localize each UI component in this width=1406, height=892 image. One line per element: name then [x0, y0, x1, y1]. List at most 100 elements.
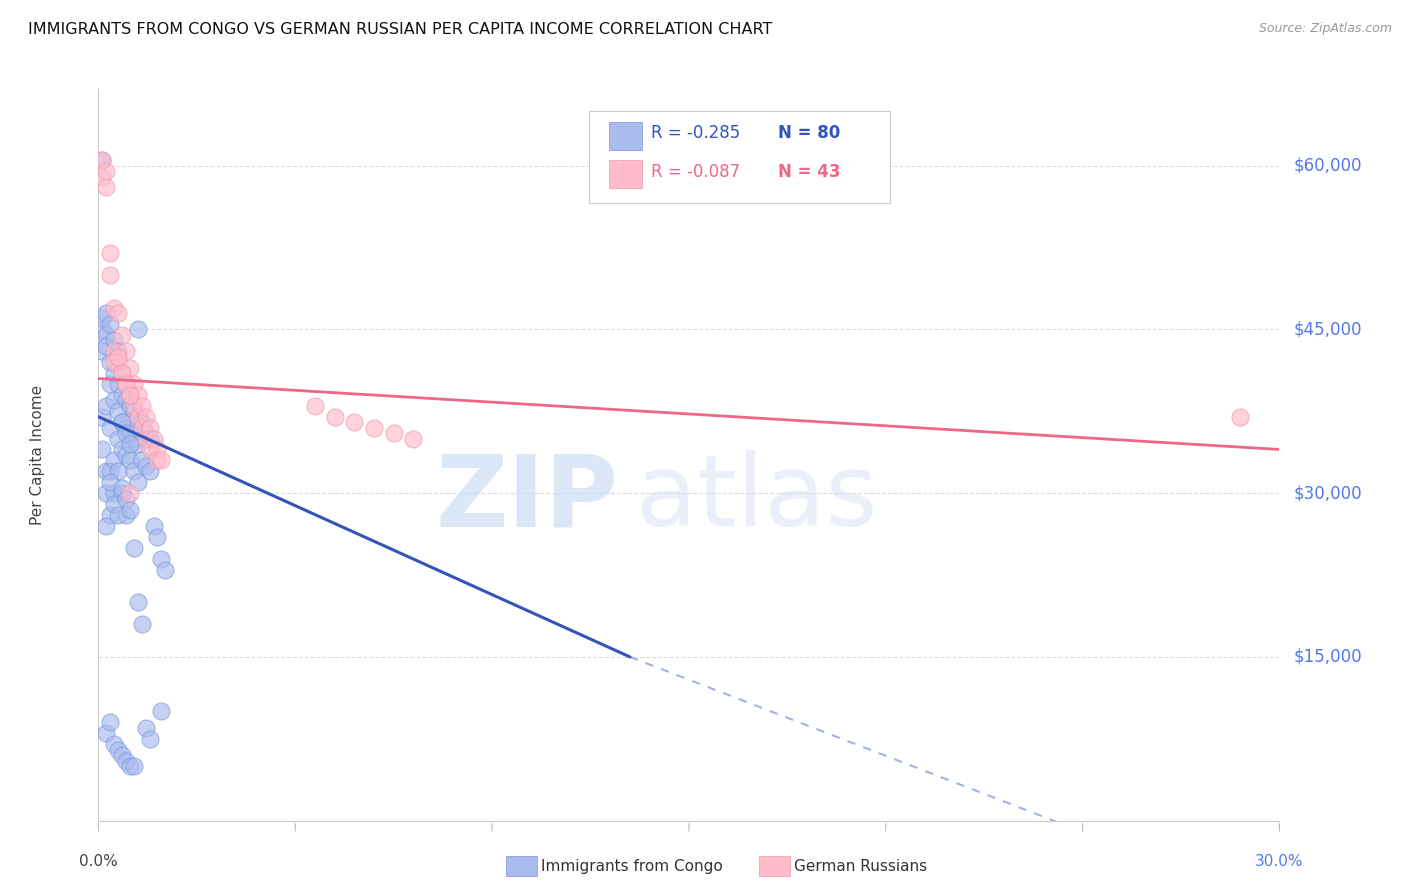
- Point: [138, 731, 160, 746]
- Point: [111, 415, 134, 429]
- Point: [150, 453, 173, 467]
- Point: [118, 486, 141, 500]
- Point: [107, 306, 129, 320]
- FancyBboxPatch shape: [609, 122, 641, 150]
- Point: [107, 464, 129, 478]
- Text: 30.0%: 30.0%: [1256, 854, 1303, 869]
- Point: [122, 376, 145, 391]
- Point: [111, 486, 134, 500]
- Point: [304, 399, 326, 413]
- Point: [107, 742, 129, 756]
- Point: [118, 759, 141, 773]
- Text: $15,000: $15,000: [1294, 648, 1362, 666]
- Point: [122, 464, 145, 478]
- Point: [98, 317, 121, 331]
- FancyBboxPatch shape: [609, 161, 641, 188]
- Point: [135, 458, 157, 473]
- Text: R = -0.087: R = -0.087: [651, 163, 741, 181]
- Point: [103, 333, 125, 347]
- Point: [122, 404, 145, 418]
- Point: [103, 355, 125, 369]
- Point: [127, 409, 149, 424]
- Point: [138, 420, 160, 434]
- Point: [146, 442, 169, 457]
- Point: [91, 442, 114, 457]
- Point: [118, 388, 141, 402]
- Text: 0.0%: 0.0%: [79, 854, 118, 869]
- Point: [146, 530, 169, 544]
- Point: [96, 180, 118, 194]
- Point: [98, 715, 121, 730]
- Point: [111, 748, 134, 763]
- Point: [98, 246, 121, 260]
- Point: [107, 508, 129, 522]
- Point: [115, 376, 138, 391]
- Point: [91, 344, 114, 359]
- Point: [96, 306, 118, 320]
- Point: [115, 754, 138, 768]
- Point: [91, 311, 114, 326]
- Point: [115, 508, 138, 522]
- Point: [142, 432, 165, 446]
- Point: [127, 595, 149, 609]
- Point: [115, 448, 138, 462]
- Point: [98, 420, 121, 434]
- Text: Per Capita Income: Per Capita Income: [30, 384, 45, 525]
- Point: [103, 393, 125, 408]
- Point: [111, 442, 134, 457]
- Point: [122, 399, 145, 413]
- Point: [138, 464, 160, 478]
- Text: IMMIGRANTS FROM CONGO VS GERMAN RUSSIAN PER CAPITA INCOME CORRELATION CHART: IMMIGRANTS FROM CONGO VS GERMAN RUSSIAN …: [28, 22, 772, 37]
- Text: German Russians: German Russians: [794, 859, 928, 873]
- Point: [127, 322, 149, 336]
- Text: $60,000: $60,000: [1294, 157, 1362, 175]
- Point: [91, 169, 114, 184]
- Point: [146, 453, 169, 467]
- Point: [115, 420, 138, 434]
- Point: [118, 453, 141, 467]
- Point: [91, 153, 114, 168]
- Point: [142, 519, 165, 533]
- Text: Source: ZipAtlas.com: Source: ZipAtlas.com: [1258, 22, 1392, 36]
- Point: [127, 388, 149, 402]
- Point: [96, 726, 118, 740]
- Point: [118, 388, 141, 402]
- FancyBboxPatch shape: [589, 112, 890, 202]
- Point: [118, 360, 141, 375]
- Point: [122, 759, 145, 773]
- Point: [107, 344, 129, 359]
- Point: [98, 475, 121, 490]
- Point: [150, 705, 173, 719]
- Point: [103, 301, 125, 315]
- Point: [135, 426, 157, 441]
- Point: [96, 486, 118, 500]
- Point: [115, 376, 138, 391]
- Point: [118, 399, 141, 413]
- Point: [96, 399, 118, 413]
- Point: [111, 481, 134, 495]
- Point: [103, 344, 125, 359]
- Point: [150, 551, 173, 566]
- Point: [103, 453, 125, 467]
- Point: [103, 486, 125, 500]
- Point: [127, 475, 149, 490]
- Text: $30,000: $30,000: [1294, 484, 1362, 502]
- Point: [131, 453, 153, 467]
- Point: [343, 415, 366, 429]
- Point: [98, 376, 121, 391]
- Point: [98, 268, 121, 282]
- Point: [155, 563, 177, 577]
- Point: [111, 366, 134, 380]
- Point: [107, 350, 129, 364]
- Point: [98, 464, 121, 478]
- Point: [138, 442, 160, 457]
- Point: [111, 388, 134, 402]
- Point: [127, 409, 149, 424]
- Point: [131, 617, 153, 632]
- Point: [131, 415, 153, 429]
- Point: [107, 376, 129, 391]
- Point: [122, 432, 145, 446]
- Text: atlas: atlas: [636, 450, 877, 548]
- Point: [98, 355, 121, 369]
- Point: [135, 432, 157, 446]
